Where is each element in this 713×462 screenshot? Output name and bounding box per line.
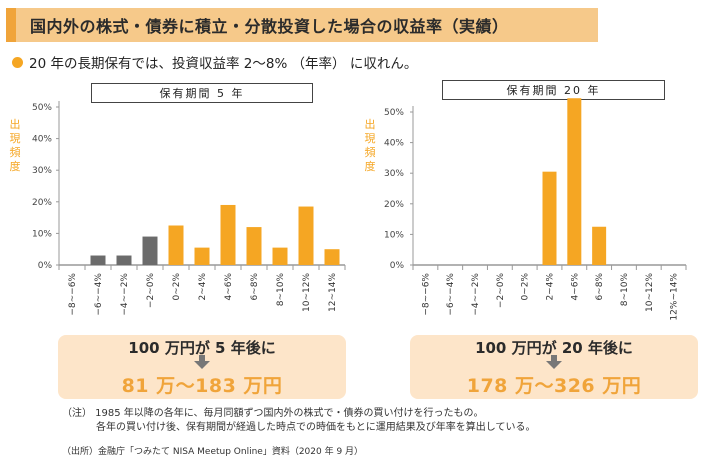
bar-20y xyxy=(542,171,557,265)
x-tick-label-5y: −2~0% xyxy=(146,273,156,309)
y-tick-label-5y: 0% xyxy=(38,261,53,271)
y-tick-label-20y: 40% xyxy=(384,139,404,149)
bar-5y xyxy=(168,225,184,265)
result-box-20y: 100 万円が 20 年後に 178 万～326 万円 xyxy=(410,335,698,399)
x-tick-label-20y: 8~10% xyxy=(620,273,630,307)
x-tick-label-5y: 6~8% xyxy=(250,273,260,301)
y-tick-label-5y: 40% xyxy=(32,135,52,145)
chart-title-20y: 保有期間 20 年 xyxy=(442,80,665,100)
y-tick-label-20y: 0% xyxy=(390,261,405,271)
x-tick-label-20y: −8~−6% xyxy=(421,273,431,316)
x-tick-label-5y: −4~−2% xyxy=(120,273,130,316)
bar-5y xyxy=(298,206,314,265)
subtitle: 20 年の長期保有では、投資収益率 2～8% （年率） に収れん。 xyxy=(12,52,417,72)
x-tick-label-20y: 4~6% xyxy=(570,273,580,301)
x-tick-label-20y: 12%~14% xyxy=(670,273,680,321)
x-tick-label-20y: 0~2% xyxy=(521,273,531,301)
y-tick-label-5y: 20% xyxy=(32,198,52,208)
bar-20y xyxy=(592,226,607,265)
x-tick-label-5y: 10~12% xyxy=(302,273,312,312)
y-tick-label-5y: 10% xyxy=(32,229,52,239)
x-tick-label-20y: −4~−2% xyxy=(471,273,481,316)
subtitle-text: 20 年の長期保有では、投資収益率 2～8% （年率） に収れん。 xyxy=(29,56,418,72)
x-tick-label-5y: −6~−4% xyxy=(94,273,104,316)
note-line-1: （注） 1985 年以降の各年に、毎月同額ずつ国内外の株式で・債券の買い付けを行… xyxy=(62,408,484,419)
bar-5y xyxy=(194,247,210,265)
x-tick-label-20y: 10~12% xyxy=(645,273,655,312)
bar-5y xyxy=(246,227,262,265)
bar-20y xyxy=(567,98,582,265)
y-tick-label-20y: 10% xyxy=(384,230,404,240)
x-tick-label-20y: 2~4% xyxy=(546,273,556,301)
bar-5y xyxy=(220,204,236,265)
x-tick-label-5y: 8~10% xyxy=(276,273,286,307)
chart-title-5y: 保有期間 5 年 xyxy=(91,83,313,103)
x-tick-label-5y: 12~14% xyxy=(328,273,338,312)
header-bar: 国内外の株式・債券に積立・分散投資した場合の収益率（実績） xyxy=(6,8,598,42)
down-arrow-icon xyxy=(194,355,210,369)
notes: （注） 1985 年以降の各年に、毎月同額ずつ国内外の株式で・債券の買い付けを行… xyxy=(62,407,536,435)
y-tick-label-5y: 30% xyxy=(32,166,52,176)
x-tick-label-5y: −8~−6% xyxy=(68,273,78,316)
result-title-5y: 100 万円が 5 年後に xyxy=(128,339,276,357)
down-arrow-icon xyxy=(546,355,562,369)
result-title-20y: 100 万円が 20 年後に xyxy=(475,339,633,357)
note-line-2: 各年の買い付け後、保有期間が経過した時点での時価をもとに運用結果及び年率を算出し… xyxy=(96,422,536,433)
x-tick-label-20y: 6~8% xyxy=(595,273,605,301)
bar-5y xyxy=(272,247,288,265)
result-value-20y: 178 万～326 万円 xyxy=(466,375,642,397)
x-tick-label-20y: −2~0% xyxy=(496,273,506,309)
header-accent xyxy=(6,8,16,42)
y-axis-label-5y: 出現頻度 xyxy=(9,118,21,173)
x-tick-label-5y: 4~6% xyxy=(224,273,234,301)
y-tick-label-20y: 30% xyxy=(384,169,404,179)
source-note: （出所）金融庁「つみたて NISA Meetup Online」資料（2020 … xyxy=(62,447,364,457)
result-box-5y: 100 万円が 5 年後に 81 万～183 万円 xyxy=(58,335,346,399)
y-tick-label-5y: 50% xyxy=(32,103,52,113)
x-tick-label-5y: 2~4% xyxy=(198,273,208,301)
result-value-5y: 81 万～183 万円 xyxy=(121,375,283,397)
y-tick-label-20y: 20% xyxy=(384,200,404,210)
orange-dot-icon xyxy=(12,56,23,68)
y-axis-label-20y: 出現頻度 xyxy=(364,118,376,173)
bar-5y xyxy=(324,249,340,265)
x-tick-label-5y: 0~2% xyxy=(172,273,182,301)
y-tick-label-20y: 50% xyxy=(384,108,404,118)
bar-5y xyxy=(90,255,106,265)
x-tick-label-20y: −6~−4% xyxy=(446,273,456,316)
bar-5y xyxy=(142,236,158,265)
page-title: 国内外の株式・債券に積立・分散投資した場合の収益率（実績） xyxy=(30,17,509,36)
bar-5y xyxy=(116,255,132,265)
